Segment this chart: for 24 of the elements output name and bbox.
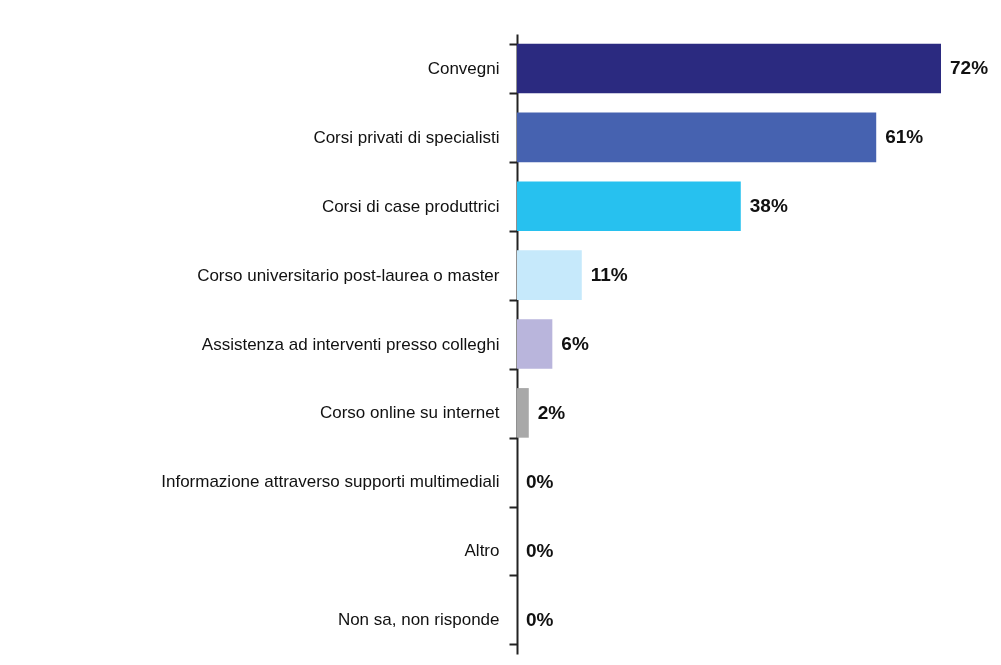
- data-label: 61%: [885, 126, 924, 148]
- bar: [517, 250, 582, 300]
- data-label: 0%: [526, 470, 554, 492]
- y-tick-label: Corsi privati di specialisti: [313, 127, 500, 147]
- data-label: 0%: [526, 539, 554, 561]
- bar: [517, 181, 741, 232]
- y-tick-label: Informazione attraverso supporti multimediali: [161, 472, 500, 492]
- data-label: 38%: [749, 195, 788, 217]
- y-tick-label: Altro: [464, 541, 500, 561]
- data-label: 2%: [537, 401, 566, 423]
- bar: [517, 112, 877, 163]
- data-label: 11%: [590, 264, 628, 286]
- y-tick-label: Corsi di case produttrici: [321, 196, 500, 216]
- bar: [517, 43, 941, 94]
- data-label: 72%: [950, 57, 989, 79]
- y-tick-label: Corso online su internet: [319, 403, 500, 423]
- bar: [517, 388, 529, 438]
- bar: [517, 319, 553, 369]
- y-tick-label: Assistenza ad interventi presso colleghi: [201, 334, 500, 354]
- y-tick-label: Corso universitario post-laurea o master: [197, 265, 500, 285]
- data-label: 6%: [561, 333, 589, 354]
- data-label: 0%: [526, 608, 554, 630]
- y-tick-label: Convegni: [427, 58, 500, 78]
- y-tick-label: Non sa, non risponde: [337, 610, 500, 630]
